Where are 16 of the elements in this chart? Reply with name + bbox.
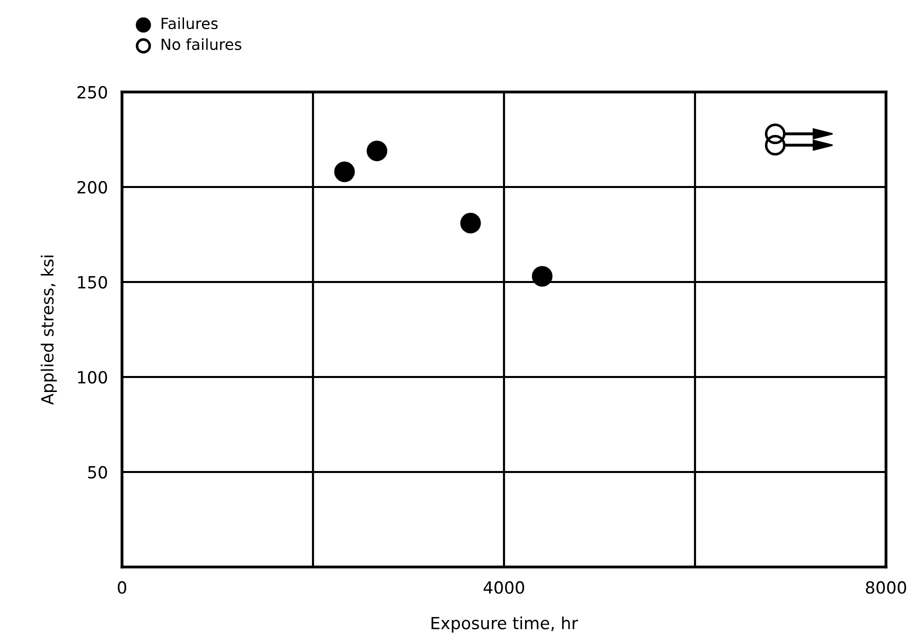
point: [334, 161, 355, 182]
point: [532, 266, 553, 287]
x-tick-label: 4000: [484, 581, 524, 594]
legend-label: Failures: [162, 17, 218, 30]
x-tick-label: 8000: [866, 581, 906, 594]
x-tick-label: 0: [118, 581, 126, 594]
point: [366, 140, 388, 162]
y-tick-label: 100: [78, 370, 108, 384]
y-tick-label: 150: [78, 276, 108, 289]
y-tick-label: 50: [88, 466, 108, 479]
y-tick-label: 200: [78, 180, 108, 194]
point: [460, 212, 481, 234]
y-axis-title: Applied stress, ksi: [40, 256, 57, 405]
legend-label: No failures: [162, 38, 242, 50]
x-axis-title: Exposure time, hr: [432, 616, 578, 633]
y-tick-label: 250: [78, 86, 108, 99]
